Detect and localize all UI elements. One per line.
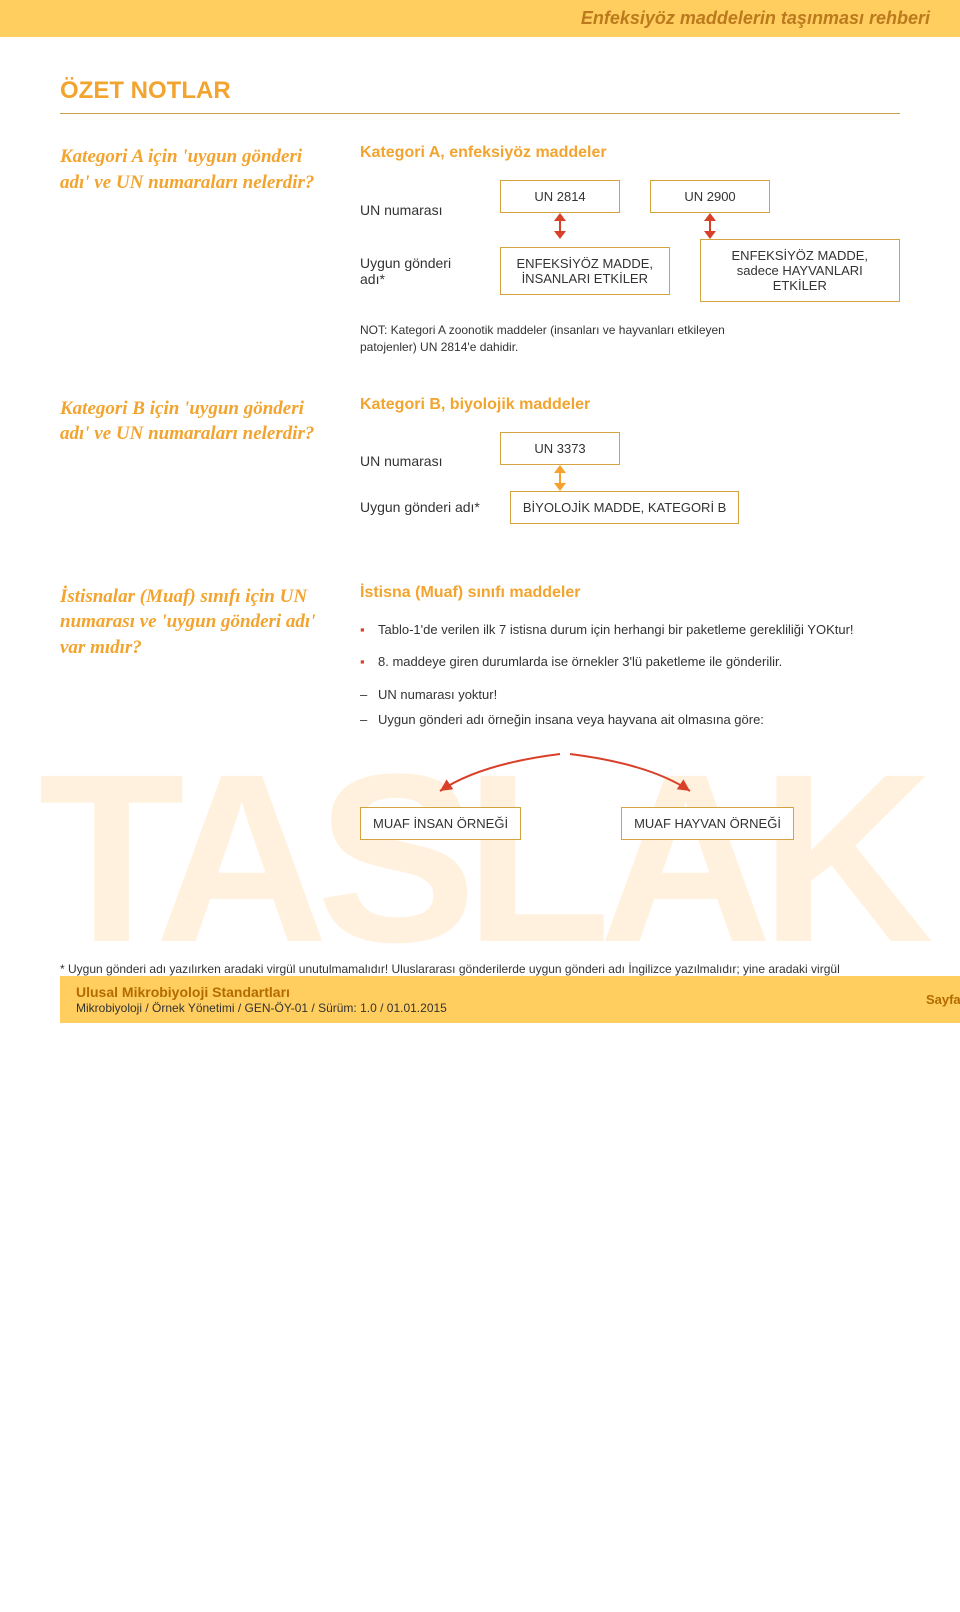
page-content: ÖZET NOTLAR Kategori A için 'uygun gönde… (0, 37, 960, 900)
un-label-b: UN numarası (360, 453, 470, 469)
adi-label: Uygun gönderi adı* (360, 255, 470, 287)
un-col-2: UN 2900 (650, 180, 770, 239)
box-muaf-hayvan: MUAF HAYVAN ÖRNEĞİ (621, 807, 794, 840)
section-a-note: NOT: Kategori A zoonotik maddeler (insan… (360, 322, 760, 356)
curve-svg (360, 749, 780, 799)
dash-list: UN numarası yoktur! Uygun gönderi adı ör… (360, 685, 900, 731)
box-biyolojik: BİYOLOJİK MADDE, KATEGORİ B (510, 491, 739, 524)
section-c-left: İstisnalar (Muaf) sınıfı için UN numaras… (60, 584, 320, 840)
footer-page: Sayfa 15 / 39 (926, 992, 960, 1007)
bullet-list: Tablo-1'de verilen ilk 7 istisna durum i… (360, 620, 900, 674)
box-muaf-insan: MUAF İNSAN ÖRNEĞİ (360, 807, 521, 840)
footer-left: Ulusal Mikrobiyoloji Standartları Mikrob… (76, 984, 447, 1015)
header-bar: Enfeksiyöz maddelerin taşınması rehberi (0, 0, 960, 37)
section-a-left: Kategori A için 'uygun gönderi adı' ve U… (60, 144, 320, 356)
section-a-un-row: UN numarası UN 2814 UN 2900 (360, 180, 900, 239)
main-title: ÖZET NOTLAR (60, 77, 900, 105)
muaf-row: MUAF İNSAN ÖRNEĞİ MUAF HAYVAN ÖRNEĞİ (360, 807, 900, 840)
section-b-right: Kategori B, biyolojik maddeler UN numara… (360, 396, 900, 544)
arrow-orange-1 (559, 465, 561, 491)
dash-1: UN numarası yoktur! (360, 685, 900, 706)
arrow-red-1 (559, 213, 561, 239)
section-a-right: Kategori A, enfeksiyöz maddeler UN numar… (360, 144, 900, 356)
un-label: UN numarası (360, 202, 470, 218)
bullet-2: 8. maddeye giren durumlarda ise örnekler… (360, 652, 900, 673)
arrow-red-2 (709, 213, 711, 239)
section-b-heading: Kategori B, biyolojik maddeler (360, 396, 900, 414)
section-c-right: İstisna (Muaf) sınıfı maddeler Tablo-1'd… (360, 584, 900, 840)
footer-sub: Mikrobiyoloji / Örnek Yönetimi / GEN-ÖY-… (76, 1001, 447, 1015)
section-b: Kategori B için 'uygun gönderi adı' ve U… (60, 396, 900, 544)
box-hayvan: ENFEKSİYÖZ MADDE, sadece HAYVANLARI ETKİ… (700, 239, 900, 302)
un-col-1: UN 2814 (500, 180, 620, 239)
section-a-heading: Kategori A, enfeksiyöz maddeler (360, 144, 900, 162)
box-insan: ENFEKSİYÖZ MADDE, İNSANLARI ETKİLER (500, 247, 670, 295)
section-b-adi-row: Uygun gönderi adı* BİYOLOJİK MADDE, KATE… (360, 491, 900, 524)
divider (60, 113, 900, 114)
dash-2: Uygun gönderi adı örneğin insana veya ha… (360, 710, 900, 731)
footer-bar: Ulusal Mikrobiyoloji Standartları Mikrob… (60, 976, 960, 1023)
section-b-un-row: UN numarası UN 3373 (360, 432, 900, 491)
adi-label-b: Uygun gönderi adı* (360, 499, 480, 515)
curve-arrows (360, 749, 900, 799)
un-col-b: UN 3373 (500, 432, 620, 491)
un-box-2900: UN 2900 (650, 180, 770, 213)
section-c: İstisnalar (Muaf) sınıfı için UN numaras… (60, 584, 900, 840)
section-a-adi-row: Uygun gönderi adı* ENFEKSİYÖZ MADDE, İNS… (360, 239, 900, 302)
footer-title: Ulusal Mikrobiyoloji Standartları (76, 984, 290, 1000)
un-box-3373: UN 3373 (500, 432, 620, 465)
section-c-heading: İstisna (Muaf) sınıfı maddeler (360, 584, 900, 602)
section-c-question: İstisnalar (Muaf) sınıfı için UN numaras… (60, 584, 320, 661)
bullet-1: Tablo-1'de verilen ilk 7 istisna durum i… (360, 620, 900, 641)
section-b-left: Kategori B için 'uygun gönderi adı' ve U… (60, 396, 320, 544)
header-title: Enfeksiyöz maddelerin taşınması rehberi (581, 8, 930, 28)
section-a: Kategori A için 'uygun gönderi adı' ve U… (60, 144, 900, 356)
section-a-question: Kategori A için 'uygun gönderi adı' ve U… (60, 144, 320, 195)
un-box-2814: UN 2814 (500, 180, 620, 213)
section-b-question: Kategori B için 'uygun gönderi adı' ve U… (60, 396, 320, 447)
